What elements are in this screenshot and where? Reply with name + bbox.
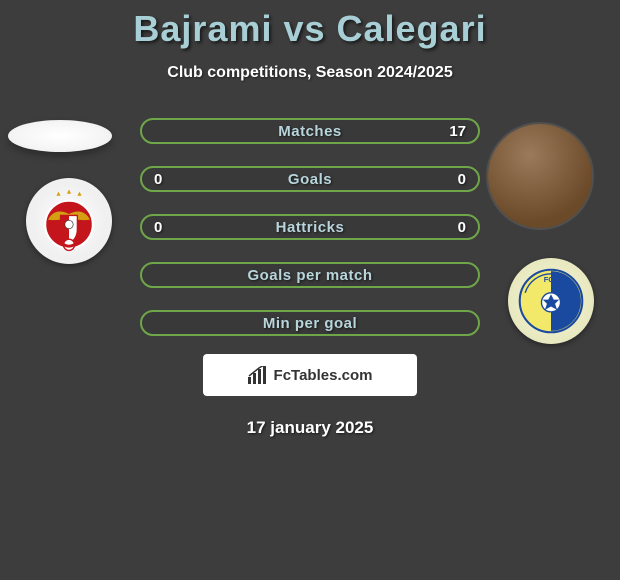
club-badge-right: FCF bbox=[508, 258, 594, 344]
stat-row-min-per-goal: Min per goal bbox=[140, 310, 480, 336]
svg-text:FCF: FCF bbox=[544, 275, 559, 284]
stat-row-goals-per-match: Goals per match bbox=[140, 262, 480, 288]
stat-label: Goals per match bbox=[247, 267, 372, 284]
player-avatar-left bbox=[8, 120, 112, 152]
benfica-badge-icon bbox=[34, 186, 104, 256]
stat-right-value: 0 bbox=[458, 219, 466, 236]
stat-row-goals: 0 Goals 0 bbox=[140, 166, 480, 192]
stat-label: Hattricks bbox=[276, 219, 345, 236]
stat-row-hattricks: 0 Hattricks 0 bbox=[140, 214, 480, 240]
watermark: FcTables.com bbox=[203, 354, 417, 396]
stat-label: Matches bbox=[278, 123, 342, 140]
club-badge-left bbox=[26, 178, 112, 264]
page-title: Bajrami vs Calegari bbox=[0, 8, 620, 50]
watermark-text: FcTables.com bbox=[274, 367, 373, 384]
stat-right-value: 0 bbox=[458, 171, 466, 188]
stat-left-value: 0 bbox=[154, 219, 162, 236]
date: 17 january 2025 bbox=[0, 418, 620, 438]
stat-label: Min per goal bbox=[263, 315, 357, 332]
player-avatar-right bbox=[488, 124, 592, 228]
stat-label: Goals bbox=[288, 171, 332, 188]
stat-left-value: 0 bbox=[154, 171, 162, 188]
stat-right-value: 17 bbox=[449, 123, 466, 140]
subtitle: Club competitions, Season 2024/2025 bbox=[0, 64, 620, 82]
famalicao-badge-icon: FCF bbox=[517, 267, 585, 335]
stat-row-matches: Matches 17 bbox=[140, 118, 480, 144]
chart-icon bbox=[248, 366, 268, 384]
